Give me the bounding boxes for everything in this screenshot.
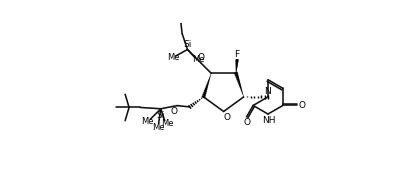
Text: O: O <box>171 107 177 116</box>
Text: N: N <box>264 87 271 96</box>
Text: O: O <box>299 101 306 110</box>
Text: O: O <box>223 113 230 122</box>
Text: NH: NH <box>262 116 276 125</box>
Text: Me: Me <box>141 118 153 127</box>
Text: O: O <box>197 53 204 62</box>
Text: Me: Me <box>152 123 164 132</box>
Text: Me: Me <box>192 55 204 64</box>
Text: O: O <box>243 118 250 127</box>
Text: Si: Si <box>184 40 192 49</box>
Text: Si: Si <box>157 111 165 120</box>
Text: F: F <box>235 50 239 59</box>
Text: Me: Me <box>161 119 174 128</box>
Text: Me: Me <box>167 53 179 62</box>
